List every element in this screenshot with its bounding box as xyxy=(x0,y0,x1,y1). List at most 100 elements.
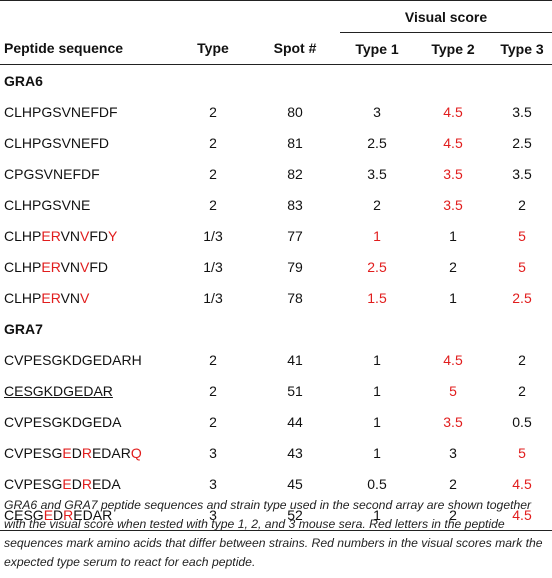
residue-segment: VN xyxy=(60,258,81,275)
score-type2: 4.5 xyxy=(443,103,463,120)
strain-type: 2 xyxy=(209,351,217,368)
peptide-sequence: CVPESGKDGEDARH xyxy=(0,344,176,375)
spot-number: 43 xyxy=(287,444,303,461)
score-type1: 1 xyxy=(373,444,381,461)
score-type1: 1 xyxy=(373,413,381,430)
variant-residue: E xyxy=(62,475,72,492)
variant-residue: ER xyxy=(41,289,61,306)
spot-number: 80 xyxy=(287,103,303,120)
strain-type: 3 xyxy=(209,444,217,461)
score-type3: 0.5 xyxy=(512,413,532,430)
score-type1: 2.5 xyxy=(367,134,387,151)
peptide-sequence: CLHPGSVNE xyxy=(0,189,176,220)
residue-segment: CLHP xyxy=(4,258,42,275)
residue-segment: CLHPGSVNEFDF xyxy=(4,103,118,120)
residue-segment: EDAR xyxy=(73,506,113,523)
score-type2: 2 xyxy=(449,506,457,523)
strain-type: 3 xyxy=(209,475,217,492)
residue-segment: VN xyxy=(60,289,81,306)
spot-number: 83 xyxy=(287,196,303,213)
table-row: CLHPERVNVFD 1/3 79 2.5 2 5 xyxy=(0,251,552,282)
residue-segment: EDA xyxy=(91,475,121,492)
residue-segment: EDAR xyxy=(91,444,131,461)
col-header-type3: Type 3 xyxy=(500,40,544,57)
score-type1: 1 xyxy=(373,506,381,523)
score-type2: 1 xyxy=(449,227,457,244)
variant-residue: V xyxy=(80,289,90,306)
spot-number: 51 xyxy=(287,382,303,399)
spot-number: 44 xyxy=(287,413,303,430)
table-row: CPGSVNEFDF 2 82 3.5 3.5 3.5 xyxy=(0,158,552,189)
spot-number: 45 xyxy=(287,475,303,492)
strain-type: 1/3 xyxy=(203,227,223,244)
col-header-type: Type xyxy=(197,40,229,57)
residue-segment: FD xyxy=(89,227,109,244)
score-type2: 2 xyxy=(449,258,457,275)
score-type3: 4.5 xyxy=(512,475,532,492)
spot-number: 52 xyxy=(287,506,303,523)
residue-segment: CLHPGSVNE xyxy=(4,196,91,213)
variant-residue: E xyxy=(43,506,54,523)
table-row: CLHPGSVNEFD 2 81 2.5 4.5 2.5 xyxy=(0,127,552,158)
score-type3: 5 xyxy=(518,227,526,244)
score-type2: 5 xyxy=(449,382,457,399)
strain-type: 1/3 xyxy=(203,289,223,306)
group-row: GRA7 xyxy=(0,313,552,344)
variant-residue: V xyxy=(80,258,90,275)
residue-segment: CLHPGSVNEFD xyxy=(4,134,110,151)
table-caption: GRA6 and GRA7 peptide sequences and stra… xyxy=(4,498,543,569)
strain-type: 2 xyxy=(209,382,217,399)
score-type3: 3.5 xyxy=(512,103,532,120)
col-header-type2: Type 2 xyxy=(431,40,475,57)
residue-segment: CLHP xyxy=(4,289,42,306)
score-type2: 1 xyxy=(449,289,457,306)
col-header-spot: Spot # xyxy=(273,40,317,57)
header-row: Peptide sequence Type Spot # Type 1 Type… xyxy=(0,33,552,65)
residue-segment: CVPESGKDGEDARH xyxy=(4,351,142,368)
peptide-sequence: CLHPERVNVFDY xyxy=(0,220,176,251)
group-label: GRA6 xyxy=(4,72,43,89)
score-type3: 5 xyxy=(518,258,526,275)
score-type1: 1 xyxy=(373,227,381,244)
table-row: CESGEDREDAR 3 52 1 2 4.5 xyxy=(0,499,552,531)
score-type2: 3.5 xyxy=(443,196,463,213)
table-row: CLHPGSVNE 2 83 2 3.5 2 xyxy=(0,189,552,220)
table-row: CESGKDGEDAR 2 51 1 5 2 xyxy=(0,375,552,406)
score-type1: 0.5 xyxy=(367,475,387,492)
visual-score-header: Visual score xyxy=(340,0,552,33)
spot-number: 79 xyxy=(287,258,303,275)
strain-type: 1/3 xyxy=(203,258,223,275)
score-type2: 2 xyxy=(449,475,457,492)
score-type1: 3 xyxy=(373,103,381,120)
col-header-peptide: Peptide sequence xyxy=(4,40,124,57)
strain-type: 2 xyxy=(209,413,217,430)
spot-number: 41 xyxy=(287,351,303,368)
score-type1: 1.5 xyxy=(367,289,387,306)
table-row: CVPESGKDGEDARH 2 41 1 4.5 2 xyxy=(0,344,552,375)
score-type3: 2 xyxy=(518,382,526,399)
peptide-sequence: CVPESGEDREDA xyxy=(0,468,176,499)
variant-residue: E xyxy=(62,444,72,461)
variant-residue: ER xyxy=(41,258,61,275)
residue-segment: CLHP xyxy=(4,227,42,244)
score-type3: 2.5 xyxy=(512,134,532,151)
table-row: CLHPGSVNEFDF 2 80 3 4.5 3.5 xyxy=(0,96,552,127)
residue-segment: CVPESG xyxy=(4,475,63,492)
score-type3: 2 xyxy=(518,351,526,368)
peptide-sequence: CLHPGSVNEFD xyxy=(0,127,176,158)
table-row: CLHPERVNV 1/3 78 1.5 1 2.5 xyxy=(0,282,552,313)
residue-segment: D xyxy=(53,506,64,523)
score-type1: 2 xyxy=(373,196,381,213)
variant-residue: R xyxy=(63,506,74,523)
spot-number: 78 xyxy=(287,289,303,306)
spot-number: 81 xyxy=(287,134,303,151)
table-body: GRA6 CLHPGSVNEFDF 2 80 3 4.5 3.5 CLHPGSVNEFD 2 81… xyxy=(0,65,552,531)
residue-segment: CESG xyxy=(4,506,44,523)
strain-type: 2 xyxy=(209,196,217,213)
score-type3: 2.5 xyxy=(512,289,532,306)
variant-residue: V xyxy=(80,227,90,244)
score-type2: 3 xyxy=(449,444,457,461)
peptide-sequence: CVPESGKDGEDA xyxy=(0,406,176,437)
peptide-sequence: CLHPGSVNEFDF xyxy=(0,96,176,127)
